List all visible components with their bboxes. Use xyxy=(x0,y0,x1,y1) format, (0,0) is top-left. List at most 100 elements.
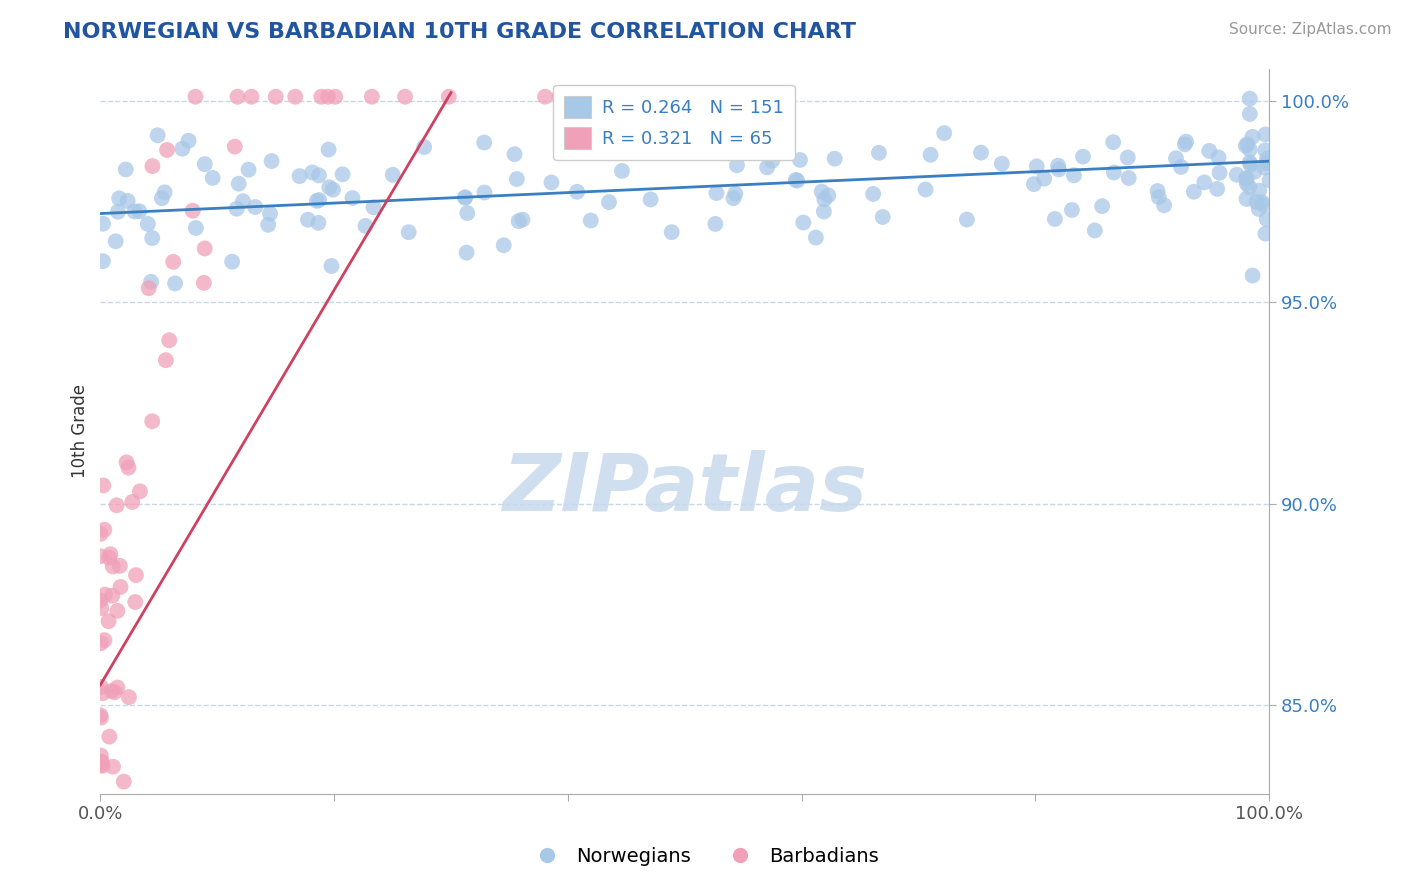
Point xyxy=(112,774,135,789)
Point xyxy=(1234,171,1257,186)
Point xyxy=(725,158,748,172)
Point xyxy=(1236,177,1258,191)
Point xyxy=(107,604,129,618)
Point xyxy=(398,225,420,239)
Point xyxy=(201,170,224,185)
Point xyxy=(107,204,129,219)
Point xyxy=(1249,184,1271,198)
Point xyxy=(226,89,249,103)
Point xyxy=(1226,168,1249,182)
Point xyxy=(1206,182,1229,196)
Point xyxy=(110,580,132,594)
Point xyxy=(785,173,807,187)
Point xyxy=(810,185,832,199)
Point xyxy=(264,89,287,103)
Point xyxy=(98,730,121,744)
Point xyxy=(91,759,114,773)
Point xyxy=(93,523,115,537)
Point xyxy=(91,686,114,700)
Point xyxy=(1246,194,1268,209)
Point xyxy=(1164,151,1187,165)
Point xyxy=(194,157,217,171)
Text: Source: ZipAtlas.com: Source: ZipAtlas.com xyxy=(1229,22,1392,37)
Point xyxy=(1025,160,1047,174)
Point xyxy=(91,217,114,231)
Point xyxy=(108,558,131,573)
Point xyxy=(813,204,835,219)
Point xyxy=(1170,160,1192,174)
Point xyxy=(165,277,187,291)
Point xyxy=(1256,156,1278,170)
Point xyxy=(101,760,124,774)
Point xyxy=(1243,164,1265,178)
Point xyxy=(472,136,495,150)
Point xyxy=(1239,92,1261,106)
Point xyxy=(761,153,783,168)
Point xyxy=(1147,190,1170,204)
Point xyxy=(284,89,307,103)
Point xyxy=(104,685,127,699)
Point xyxy=(1247,202,1270,216)
Point xyxy=(792,215,814,229)
Point xyxy=(723,191,745,205)
Point xyxy=(1194,175,1216,189)
Point xyxy=(868,145,890,160)
Point xyxy=(1239,143,1261,157)
Point xyxy=(456,206,478,220)
Point xyxy=(1198,144,1220,158)
Point xyxy=(94,588,117,602)
Point xyxy=(1239,180,1261,194)
Point xyxy=(177,134,200,148)
Point xyxy=(970,145,993,160)
Point xyxy=(437,89,460,103)
Point xyxy=(1153,198,1175,212)
Y-axis label: 10th Grade: 10th Grade xyxy=(72,384,89,478)
Point xyxy=(920,147,942,161)
Point xyxy=(115,455,138,469)
Point xyxy=(540,176,562,190)
Point xyxy=(323,89,346,103)
Point xyxy=(1146,184,1168,198)
Point xyxy=(598,195,620,210)
Point xyxy=(240,89,263,103)
Point xyxy=(193,276,215,290)
Point xyxy=(238,162,260,177)
Point xyxy=(503,147,526,161)
Point xyxy=(1256,212,1278,227)
Point xyxy=(101,589,124,603)
Point xyxy=(991,156,1014,170)
Point xyxy=(1239,107,1261,121)
Point xyxy=(1254,227,1277,241)
Point xyxy=(610,164,633,178)
Point xyxy=(118,690,141,705)
Point xyxy=(1091,199,1114,213)
Point xyxy=(512,212,534,227)
Point xyxy=(225,202,247,216)
Point xyxy=(1102,135,1125,149)
Point xyxy=(90,758,112,772)
Point xyxy=(676,129,699,144)
Point xyxy=(342,191,364,205)
Point xyxy=(579,213,602,227)
Point xyxy=(90,748,112,763)
Point xyxy=(89,593,111,607)
Point xyxy=(141,159,163,173)
Point xyxy=(224,139,246,153)
Point xyxy=(98,550,121,565)
Text: ZIPatlas: ZIPatlas xyxy=(502,450,868,528)
Point xyxy=(93,633,115,648)
Point xyxy=(318,180,340,194)
Point xyxy=(1236,192,1258,206)
Point xyxy=(91,254,114,268)
Point xyxy=(124,204,146,219)
Point xyxy=(1251,195,1274,210)
Point xyxy=(138,281,160,295)
Point xyxy=(105,498,128,512)
Point xyxy=(90,636,112,650)
Point xyxy=(245,200,267,214)
Point xyxy=(97,614,120,628)
Point xyxy=(311,89,333,103)
Point xyxy=(141,414,163,428)
Point xyxy=(508,214,530,228)
Point xyxy=(100,684,122,698)
